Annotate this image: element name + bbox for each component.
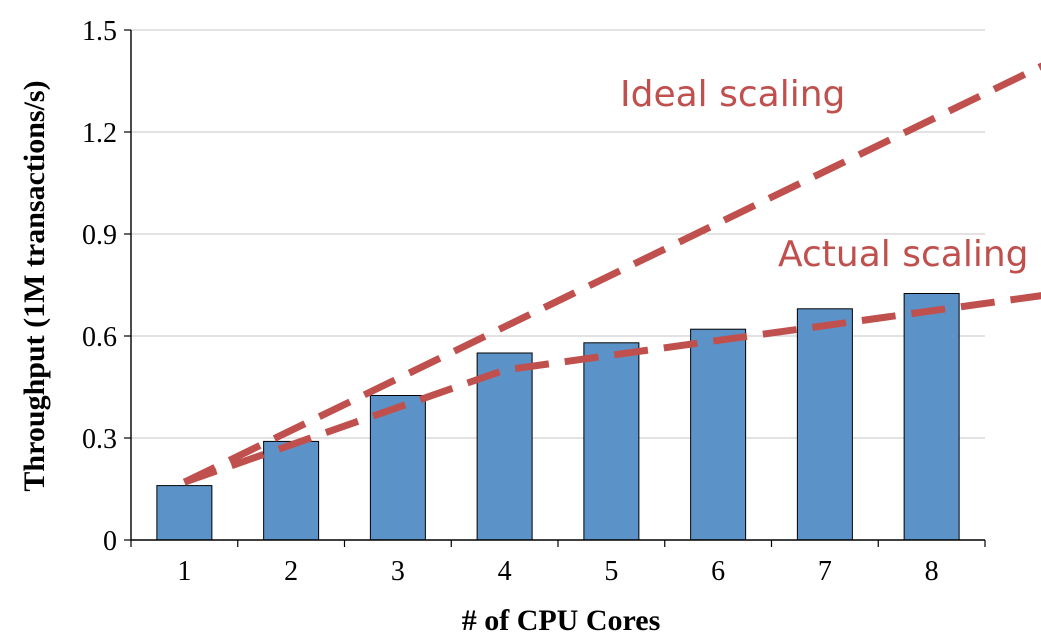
annotation-actual-scaling: Actual scaling xyxy=(778,234,1029,275)
y-tick-label: 0 xyxy=(103,526,117,557)
bar-5 xyxy=(583,342,640,541)
bar-3 xyxy=(369,395,426,541)
x-axis-title: # of CPU Cores xyxy=(462,604,661,637)
bar-4 xyxy=(476,352,533,541)
trend-lines xyxy=(182,62,1041,486)
x-tick-label: 4 xyxy=(498,556,512,587)
x-tick-label: 2 xyxy=(284,556,298,587)
tick-labels: 0 0.3 0.6 0.9 1.2 1.5 1 2 3 4 5 6 7 8 xyxy=(82,16,939,587)
x-tick-label: 7 xyxy=(818,556,832,587)
bars xyxy=(156,293,960,541)
x-tick-label: 6 xyxy=(711,556,725,587)
actual-scaling-arrow xyxy=(183,292,1041,486)
axes xyxy=(124,29,986,547)
y-tick-label: 0.9 xyxy=(82,220,117,251)
bar-7 xyxy=(796,308,853,541)
x-tick-label: 1 xyxy=(177,556,191,587)
x-tick-label: 8 xyxy=(925,556,939,587)
bar-2 xyxy=(263,440,320,541)
bar-6 xyxy=(690,328,747,541)
annotation-ideal-scaling: Ideal scaling xyxy=(620,74,845,115)
ideal-scaling-arrow xyxy=(182,62,1041,486)
y-tick-label: 0.3 xyxy=(82,424,117,455)
y-tick-label: 1.2 xyxy=(82,118,117,149)
y-tick-label: 0.6 xyxy=(82,322,117,353)
x-tick-label: 5 xyxy=(604,556,618,587)
x-tick-label: 3 xyxy=(391,556,405,587)
y-axis-title: Throughput (1M transactions/s) xyxy=(18,80,51,491)
y-tick-label: 1.5 xyxy=(82,16,117,47)
bar-8 xyxy=(903,293,960,541)
bar-1 xyxy=(156,485,213,541)
